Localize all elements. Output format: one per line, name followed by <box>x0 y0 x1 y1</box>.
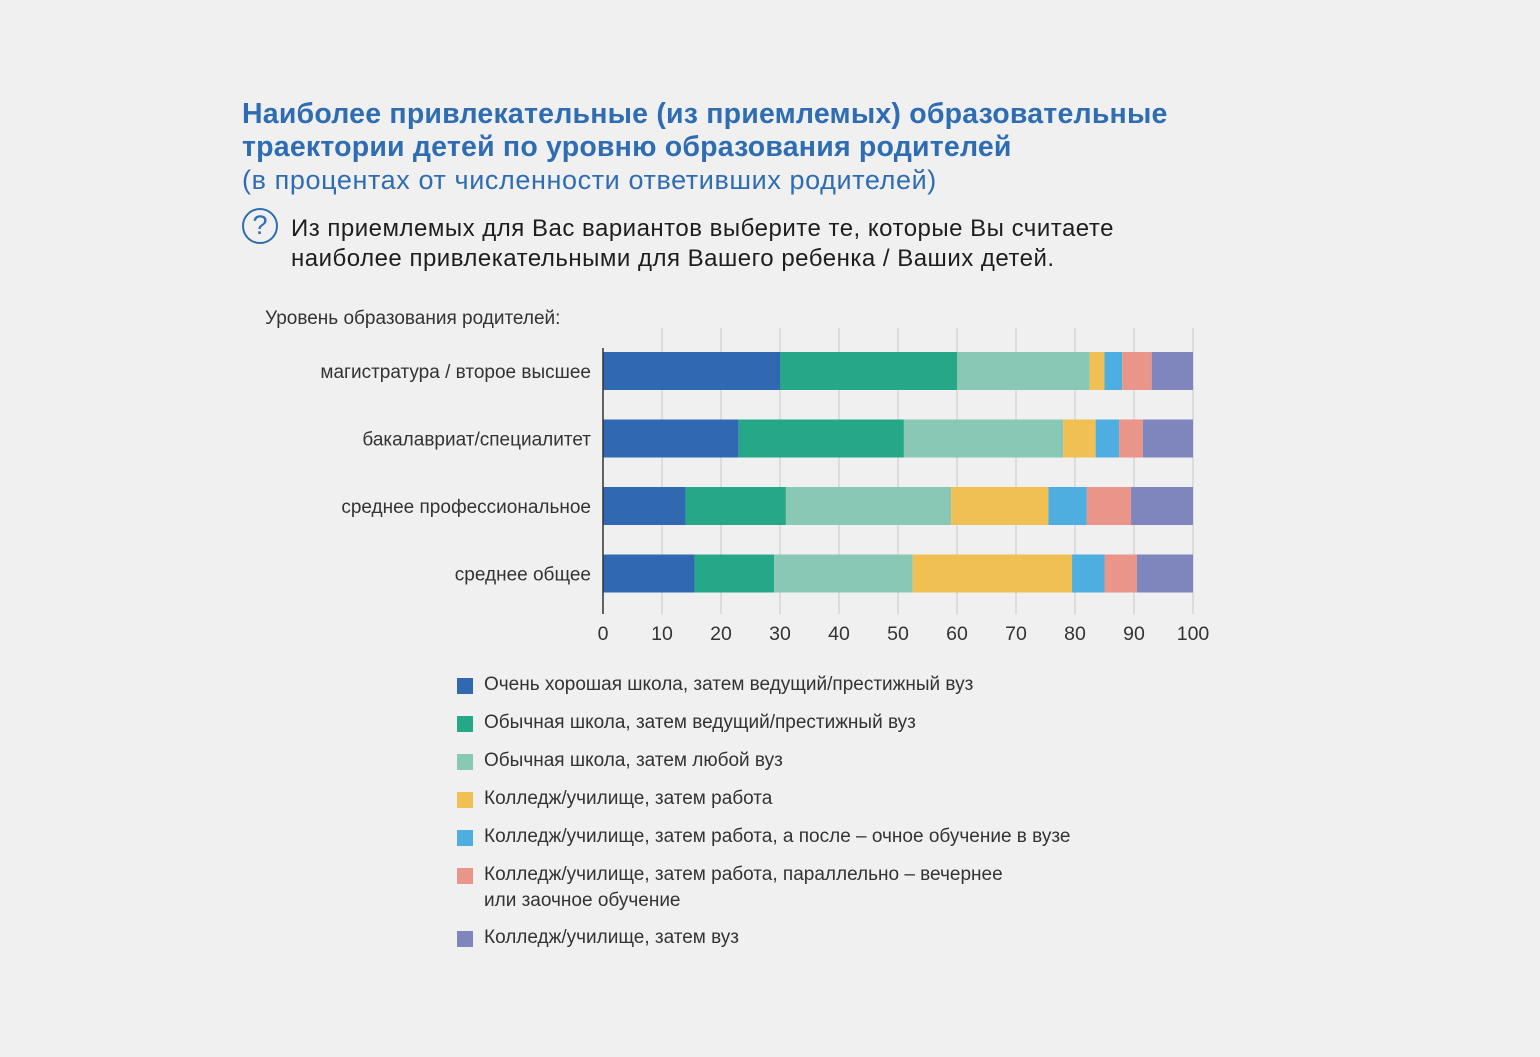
legend-item: Колледж/училище, затем работа, а после –… <box>457 824 1184 850</box>
bar-segment <box>1151 352 1193 390</box>
x-tick-label: 80 <box>1064 623 1086 645</box>
bar-segment <box>1136 554 1193 593</box>
bar-segment <box>1104 554 1137 593</box>
bar-segment <box>1072 554 1105 593</box>
chart-title-line: Наиболее привлекательные (из приемлемых)… <box>242 98 1168 130</box>
bar-segment <box>1063 419 1096 458</box>
survey-question-line: Из приемлемых для Вас вариантов выберите… <box>291 215 1114 242</box>
legend-swatch <box>457 716 473 732</box>
bar-segment <box>603 487 686 525</box>
x-tick-label: 10 <box>651 623 673 645</box>
y-axis-title: Уровень образования родителей: <box>265 308 560 329</box>
category-label: среднее общее <box>455 565 591 586</box>
bar-segment <box>738 419 904 458</box>
legend-item: Колледж/училище, затем вуз <box>457 925 1184 951</box>
bar-segment <box>774 554 913 593</box>
legend-item: Обычная школа, затем ведущий/престижный … <box>457 710 1184 736</box>
x-tick-label: 20 <box>710 623 732 645</box>
legend-item: Колледж/училище, затем работа, параллель… <box>457 862 1184 914</box>
x-tick-label: 0 <box>598 623 609 645</box>
bar-segment <box>785 487 952 525</box>
x-tick-label: 100 <box>1177 623 1210 645</box>
category-label: бакалавриат/специалитет <box>362 430 591 451</box>
survey-question-line: наиболее привлекательными для Вашего реб… <box>291 245 1055 272</box>
x-tick-label: 40 <box>828 623 850 645</box>
legend-item: Очень хорошая школа, затем ведущий/прест… <box>457 672 1184 698</box>
legend-label: Колледж/училище, затем вуз <box>484 927 740 948</box>
bar-segment <box>1119 419 1143 458</box>
legend-swatch <box>457 931 473 947</box>
bar-segment <box>912 554 1073 593</box>
legend-swatch <box>457 678 473 694</box>
legend-label: Очень хорошая школа, затем ведущий/прест… <box>484 674 974 695</box>
bar-segment <box>1089 352 1105 390</box>
x-tick-label: 60 <box>946 623 968 645</box>
legend-swatch <box>457 754 473 770</box>
bar-segment <box>951 487 1049 525</box>
chart-title-line: траектории детей по уровню образования р… <box>242 131 1012 163</box>
legend-item: Колледж/училище, затем работа <box>457 786 1184 812</box>
legend-label: Колледж/училище, затем работа, параллель… <box>484 864 1003 911</box>
bar-segment <box>957 352 1090 390</box>
legend-swatch <box>457 868 473 884</box>
legend-label: Обычная школа, затем любой вуз <box>484 750 783 771</box>
chart-title: Наиболее привлекательные (из приемлемых)… <box>242 98 1168 164</box>
bar-segment <box>1142 419 1193 458</box>
bar-segment <box>603 419 739 458</box>
category-label: магистратура / второе высшее <box>320 362 591 383</box>
x-tick-label: 70 <box>1005 623 1027 645</box>
legend-label: Обычная школа, затем ведущий/престижный … <box>484 712 916 733</box>
legend-swatch <box>457 792 473 808</box>
bar-segment <box>903 419 1064 458</box>
bar-segment <box>694 554 775 593</box>
bar-segment <box>1131 487 1193 525</box>
bar-segment <box>1086 487 1132 525</box>
bar-segment <box>685 487 786 525</box>
bar-segment <box>1095 419 1120 458</box>
legend-item: Обычная школа, затем любой вуз <box>457 748 1184 774</box>
bar-segment <box>603 352 780 390</box>
stacked-bar-chart: Уровень образования родителей: магистрату… <box>265 308 1210 645</box>
category-label: среднее профессиональное <box>341 497 591 518</box>
x-tick-label: 50 <box>887 623 909 645</box>
bar-segment <box>1122 352 1152 390</box>
bar-segment <box>780 352 957 390</box>
x-tick-label: 90 <box>1123 623 1145 645</box>
question-icon: ? <box>242 208 278 244</box>
legend-swatch <box>457 830 473 846</box>
bar-segment <box>1104 352 1123 390</box>
survey-question: Из приемлемых для Вас вариантов выберите… <box>291 214 1114 274</box>
chart-subtitle: (в процентах от численности ответивших р… <box>242 165 937 195</box>
bar-segment <box>1048 487 1087 525</box>
x-tick-label: 30 <box>769 623 791 645</box>
bar-segment <box>603 554 695 593</box>
legend-label: Колледж/училище, затем работа <box>484 788 773 809</box>
legend-label: Колледж/училище, затем работа, а после –… <box>484 826 1071 847</box>
